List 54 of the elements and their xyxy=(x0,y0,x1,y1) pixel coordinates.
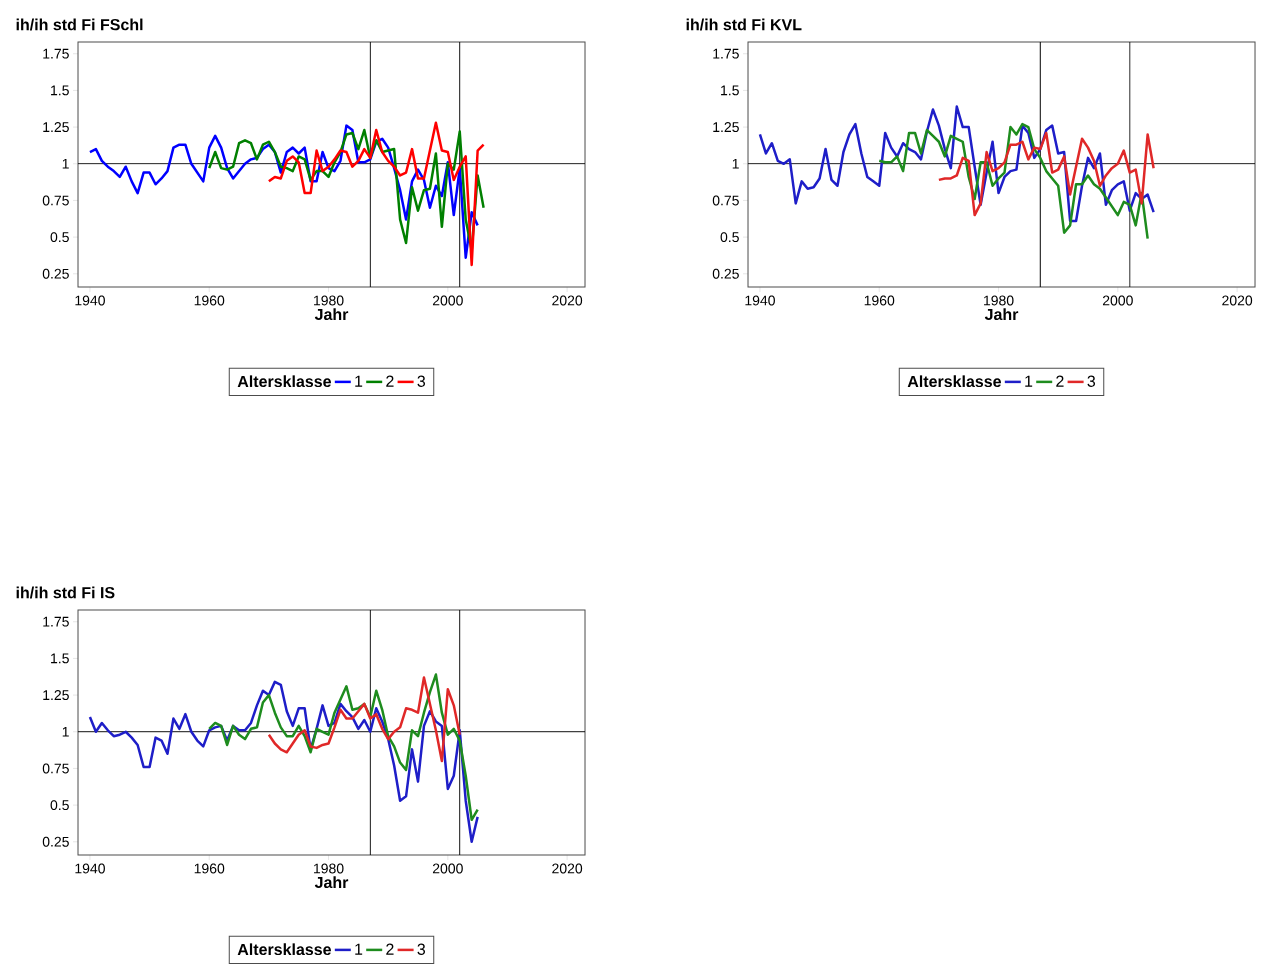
legend-label: 2 xyxy=(386,943,394,955)
y-tick-label: 1.5 xyxy=(51,653,69,664)
x-axis-title: Jahr xyxy=(984,308,1019,321)
y-tick-label: 0.25 xyxy=(712,268,739,279)
x-tick-label: 2000 xyxy=(1102,295,1133,306)
x-tick-label: 2000 xyxy=(432,863,463,874)
x-tick-label: 2020 xyxy=(552,863,583,874)
legend-title: Altersklasse xyxy=(237,375,331,388)
x-axis-title: Jahr xyxy=(314,876,349,889)
y-tick-label: 1.75 xyxy=(43,616,69,627)
legend-label: 1 xyxy=(355,943,363,955)
y-tick-label: 0.75 xyxy=(712,195,739,206)
y-tick-label: 0.5 xyxy=(50,800,69,811)
y-tick-label: 0.25 xyxy=(42,836,69,847)
legend-label: 1 xyxy=(355,375,363,387)
x-tick-label: 1940 xyxy=(75,295,105,306)
legend-label: 1 xyxy=(1025,375,1033,387)
y-tick-label: 1.75 xyxy=(713,48,739,59)
x-tick-label: 1960 xyxy=(194,295,225,306)
y-tick-label: 1 xyxy=(62,726,69,737)
legend-label: 3 xyxy=(417,375,426,387)
y-tick-label: 1 xyxy=(62,158,69,169)
y-tick-label: 1.75 xyxy=(43,48,69,59)
chart-title: ih/ih std Fi FSchl xyxy=(16,18,143,31)
y-tick-label: 0.5 xyxy=(50,232,69,243)
y-tick-label: 1.25 xyxy=(43,690,69,701)
y-tick-label: 0.5 xyxy=(720,232,739,243)
x-tick-label: 1960 xyxy=(864,295,895,306)
y-tick-label: 0.25 xyxy=(42,268,69,279)
x-tick-label: 2020 xyxy=(1222,295,1253,306)
x-tick-label: 1960 xyxy=(194,863,225,874)
legend-label: 3 xyxy=(417,943,426,955)
chart-title: ih/ih std Fi KVL xyxy=(686,18,802,31)
x-axis-title: Jahr xyxy=(314,308,349,321)
y-tick-label: 1.5 xyxy=(721,85,739,96)
y-tick-label: 0.75 xyxy=(42,763,69,774)
y-tick-label: 0.75 xyxy=(42,195,69,206)
x-tick-label: 2000 xyxy=(432,295,463,306)
y-tick-label: 1.5 xyxy=(51,85,69,96)
legend-label: 3 xyxy=(1087,375,1096,387)
legend-label: 2 xyxy=(1056,375,1064,387)
legend-title: Altersklasse xyxy=(237,943,331,956)
legend-label: 2 xyxy=(386,375,394,387)
x-tick-label: 1980 xyxy=(314,295,344,306)
x-tick-label: 1940 xyxy=(745,295,775,306)
y-tick-label: 1.25 xyxy=(713,122,739,133)
x-tick-label: 1980 xyxy=(984,295,1014,306)
x-tick-label: 2020 xyxy=(552,295,583,306)
legend-title: Altersklasse xyxy=(907,375,1001,388)
y-tick-label: 1.25 xyxy=(43,122,69,133)
x-tick-label: 1940 xyxy=(75,863,105,874)
chart-title: ih/ih std Fi IS xyxy=(16,586,115,599)
x-tick-label: 1980 xyxy=(314,863,344,874)
y-tick-label: 1 xyxy=(732,158,739,169)
